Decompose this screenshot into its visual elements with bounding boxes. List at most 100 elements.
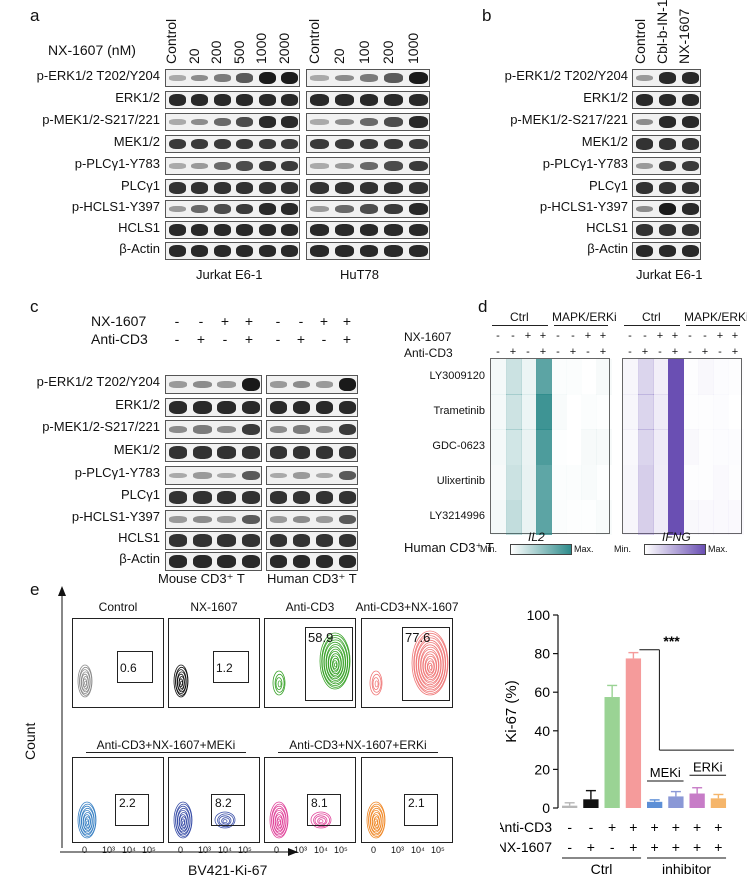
sign-nx: +	[319, 313, 329, 329]
contour-ring	[319, 632, 351, 690]
heatmap-sign-cd3: +	[599, 346, 607, 358]
sign-nx: +	[244, 313, 254, 329]
blot-band	[217, 472, 236, 479]
heatmap-cell	[521, 359, 537, 395]
flow-contour	[269, 801, 289, 839]
flow-plot: 8.1	[264, 757, 356, 843]
contour-ring	[332, 660, 338, 669]
blot-band	[168, 534, 188, 547]
heatmap-sign-nx: +	[671, 330, 679, 342]
heatmap-sign-nx: -	[511, 330, 515, 342]
flow-x-tick: 0	[82, 845, 88, 855]
heatmap-cell	[521, 499, 537, 536]
flow-contour	[366, 801, 386, 839]
flow-contour	[77, 801, 97, 839]
flow-plot: 2.2	[72, 757, 164, 843]
contour-ring	[427, 662, 433, 672]
flow-x-tick: 10³	[391, 845, 405, 855]
blot-band	[236, 94, 254, 106]
blot-band	[658, 72, 677, 84]
sign-cd3: +	[196, 331, 206, 347]
blot-band	[241, 555, 261, 568]
blot-band	[281, 224, 299, 236]
blot-strip-panel-b	[632, 242, 701, 260]
heatmap-cell	[668, 429, 684, 466]
blot-band	[281, 182, 299, 194]
contour-ring	[317, 817, 326, 825]
flow-gate-value: 58.9	[308, 630, 334, 645]
blot-strip-panel-b	[632, 113, 701, 131]
blot-band	[269, 472, 288, 479]
heatmap-sign-cd3: +	[671, 346, 679, 358]
blot-strip-hut78	[306, 91, 430, 109]
heatmap-cell	[653, 464, 669, 501]
blot-band	[334, 182, 354, 194]
heatmap-cell	[506, 394, 522, 430]
heatmap-cell	[683, 429, 699, 466]
blot-row-label: MEK1/2	[581, 134, 628, 149]
heatmap-group-label: MAPK/ERKi	[684, 310, 747, 324]
heatmap-cell	[521, 429, 537, 466]
blot-row-label: p-ERK1/2 T202/Y204	[36, 374, 160, 389]
blot-band	[258, 160, 276, 172]
blot-strip-human	[266, 466, 358, 485]
blot-band	[193, 401, 212, 414]
flow-x-tick: 0	[274, 845, 280, 855]
flow-plot: 0.6	[72, 618, 164, 708]
flow-x-tick: 10³	[102, 845, 116, 855]
sign-cd3: -	[174, 331, 180, 347]
heatmap-sign-nx: -	[556, 330, 560, 342]
contour-ring	[272, 670, 286, 696]
contour-ring	[329, 653, 342, 675]
blot-strip-jurkat	[165, 69, 300, 87]
blot-band	[315, 516, 334, 523]
contour-ring	[180, 680, 184, 686]
blot-row-label: β-Actin	[587, 241, 628, 256]
heatmap-sign-nx: +	[524, 330, 532, 342]
contour-ring	[217, 813, 234, 828]
heatmap-group-line	[492, 325, 548, 326]
panel-a-label: a	[30, 6, 40, 25]
heatmap-sign-nx: -	[628, 330, 632, 342]
blot-band	[315, 446, 334, 459]
sign-nx1607: +	[651, 839, 659, 855]
heatmap-cell	[653, 359, 669, 395]
heatmap-sign-nx: -	[703, 330, 707, 342]
blot-band	[193, 491, 212, 504]
heatmap-cell	[506, 429, 522, 466]
blot-row-label: β-Actin	[119, 241, 160, 256]
blot-strip-jurkat	[165, 242, 300, 260]
blot-band	[281, 245, 299, 257]
row-label-anti-cd3: Anti-CD3	[500, 819, 552, 835]
sign-nx1607: +	[714, 839, 722, 855]
blot-band	[217, 516, 236, 523]
flow-plot: 77.6	[361, 618, 453, 708]
blot-band	[315, 401, 334, 414]
blot-row-label: ERK1/2	[115, 90, 160, 105]
blot-band	[258, 94, 276, 106]
sign-cd3: -	[275, 331, 281, 347]
blot-band	[269, 555, 288, 568]
blot-band	[338, 491, 357, 504]
contour-ring	[310, 811, 332, 829]
blot-band	[409, 160, 429, 172]
heatmap-sign-cd3: -	[526, 346, 530, 358]
flow-contour	[173, 801, 193, 839]
contour-ring	[326, 646, 344, 680]
heatmap-cell	[491, 394, 507, 430]
blot-strip-human	[266, 375, 358, 394]
blot-band	[409, 203, 429, 215]
blot-band	[213, 161, 231, 171]
blot-row-label: p-MEK1/2-S217/221	[42, 112, 160, 127]
blot-row-label: MEK1/2	[113, 442, 160, 457]
blot-band	[269, 534, 288, 547]
flow-contour	[310, 811, 332, 829]
blot-band	[281, 203, 299, 215]
flow-x-tick: 10⁴	[218, 845, 232, 855]
contour-ring	[323, 639, 348, 685]
heatmap-sign-cd3: +	[509, 346, 517, 358]
flow-contour	[411, 630, 449, 696]
blot-band	[217, 381, 236, 388]
blot-band	[191, 204, 209, 214]
blot-band	[309, 245, 329, 257]
